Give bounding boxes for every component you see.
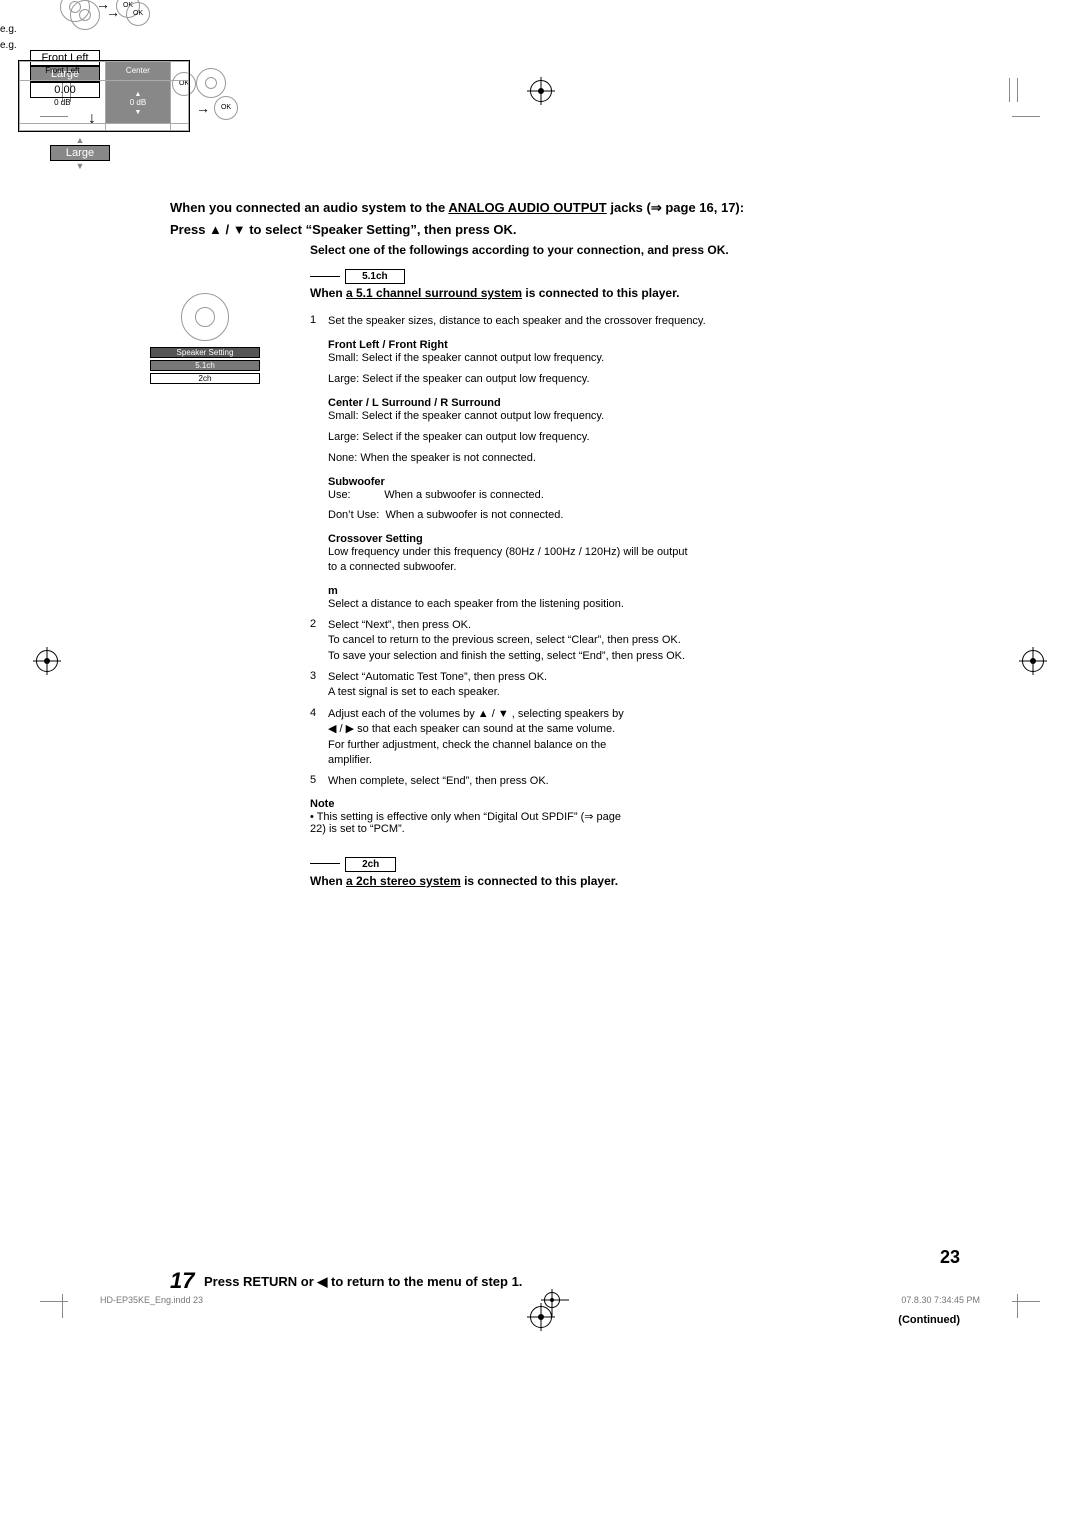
- step-4-number: 4: [310, 707, 328, 769]
- registration-mark-icon: [1022, 650, 1044, 672]
- step-17-number: 17: [170, 1268, 204, 1294]
- speaker-setting-menu-diagram: Speaker Setting 5.1ch 2ch: [150, 293, 260, 384]
- selector-box: ▲ Large ▼: [50, 135, 110, 171]
- vol-center-value: 0: [130, 98, 134, 107]
- step-3-line2: A test signal is set to each speaker.: [328, 685, 960, 700]
- subwoofer-title: Subwoofer: [328, 476, 758, 488]
- registration-mark-icon: [544, 1292, 560, 1308]
- dpad-icon: [181, 293, 229, 341]
- registration-mark-icon: [530, 80, 552, 102]
- step-2-number: 2: [310, 618, 328, 664]
- vol-fl-value: 0: [54, 98, 58, 107]
- vol-col-front-left: Front Left: [20, 62, 106, 81]
- option-2ch-tag: 2ch: [345, 857, 396, 872]
- crop-mark: [1009, 78, 1010, 102]
- option-2ch-title-underline: a 2ch stereo system: [346, 874, 461, 888]
- crop-mark: [62, 1294, 63, 1318]
- note-body: • This setting is effective only when “D…: [310, 810, 630, 835]
- center-surround-line2: Large: Select if the speaker can output …: [328, 430, 758, 445]
- vol-fl-unit: dB: [61, 98, 71, 107]
- step-5-line1: When complete, select “End”, then press …: [328, 774, 960, 789]
- header-line-1: When you connected an audio system to th…: [170, 200, 960, 216]
- menu-option-2ch: 2ch: [150, 373, 260, 384]
- step-3-number: 3: [310, 670, 328, 701]
- step-17-text: Press RETURN or ◀ to return to the menu …: [204, 1268, 522, 1290]
- step-1-intro: Set the speaker sizes, distance to each …: [328, 314, 960, 329]
- center-surround-line1: Small: Select if the speaker cannot outp…: [328, 409, 758, 424]
- note-title: Note: [310, 798, 960, 810]
- option-2ch-title: When a 2ch stereo system is connected to…: [310, 874, 960, 888]
- eg-label: e.g.: [0, 24, 17, 35]
- crop-mark: [1012, 1301, 1040, 1302]
- connector-line: [310, 276, 340, 277]
- header-line-1-underline: ANALOG AUDIO OUTPUT: [448, 200, 606, 215]
- step-3-line1: Select “Automatic Test Tone”, then press…: [328, 670, 960, 685]
- selector-up-icon: ▲: [50, 135, 110, 145]
- header-line-1-pre: When you connected an audio system to th…: [170, 200, 448, 215]
- option-51ch-title-underline: a 5.1 channel surround system: [346, 286, 522, 300]
- vol-empty: [171, 80, 189, 123]
- footer-right: 07.8.30 7:34:45 PM: [901, 1295, 980, 1305]
- vol-col-center: Center: [105, 62, 170, 81]
- crop-mark: [1017, 1294, 1018, 1318]
- footer-left: HD-EP35KE_Eng.indd 23: [100, 1295, 203, 1305]
- dpad-icon: [70, 0, 100, 30]
- option-51ch-title-pre: When: [310, 286, 346, 300]
- connector-line: [310, 863, 340, 864]
- registration-mark-icon: [530, 1306, 552, 1328]
- continued-label: (Continued): [170, 1314, 960, 1326]
- selector-down-icon: ▼: [50, 161, 110, 171]
- center-surround-line3: None: When the speaker is not connected.: [328, 451, 758, 466]
- step-2-line3: To save your selection and finish the se…: [328, 649, 960, 664]
- front-lr-line1: Small: Select if the speaker cannot outp…: [328, 351, 758, 366]
- ok-button-icon: OK: [126, 2, 150, 26]
- crop-mark: [1012, 116, 1040, 117]
- vol-center-unit: dB: [136, 98, 146, 107]
- subwoofer-line2: Don’t Use: When a subwoofer is not conne…: [328, 508, 758, 523]
- registration-mark-icon: [36, 650, 58, 672]
- step-4-line2: For further adjustment, check the channe…: [328, 738, 628, 769]
- option-51ch-title: When a 5.1 channel surround system is co…: [310, 286, 960, 300]
- menu-title: Speaker Setting: [150, 347, 260, 358]
- front-lr-line2: Large: Select if the speaker can output …: [328, 372, 758, 387]
- subwoofer-line1: Use: When a subwoofer is connected.: [328, 488, 758, 503]
- step-2-line1: Select “Next”, then press OK.: [328, 618, 960, 633]
- example-diagram-2: → OK e.g. Front Left Center 0 dB ▲0 dB▼ …: [170, 1078, 410, 1248]
- header-line-2: Press ▲ / ▼ to select “Speaker Setting”,…: [170, 222, 960, 237]
- m-title: m: [328, 585, 758, 597]
- arrow-right-icon: →: [196, 100, 210, 116]
- step-2-line2: To cancel to return to the previous scre…: [328, 633, 960, 648]
- example-diagram-1: → OK e.g. Front Left Large 0.00 → OK ↓ ▲…: [170, 888, 370, 1078]
- header-line-3: Select one of the followings according t…: [310, 243, 960, 257]
- option-2ch-title-pre: When: [310, 874, 346, 888]
- step-1-number: 1: [310, 314, 328, 329]
- crossover-title: Crossover Setting: [328, 533, 758, 545]
- eg-label: e.g.: [0, 40, 17, 51]
- crop-mark: [40, 1301, 68, 1302]
- ok-button-icon: OK: [214, 96, 238, 120]
- step-4-line1: Adjust each of the volumes by ▲ / ▼ , se…: [328, 707, 628, 738]
- front-lr-title: Front Left / Front Right: [328, 339, 758, 351]
- menu-option-51ch: 5.1ch: [150, 360, 260, 371]
- crossover-line1: Low frequency under this frequency (80Hz…: [328, 545, 698, 575]
- dpad-icon: [196, 68, 226, 98]
- option-51ch-row: 5.1ch: [310, 269, 960, 284]
- center-surround-title: Center / L Surround / R Surround: [328, 397, 758, 409]
- option-51ch-tag: 5.1ch: [345, 269, 405, 284]
- step-5-number: 5: [310, 774, 328, 789]
- m-line1: Select a distance to each speaker from t…: [328, 597, 758, 612]
- selector-value: Large: [50, 145, 110, 161]
- arrow-right-icon: →: [106, 4, 120, 20]
- option-2ch-row: 2ch: [310, 857, 960, 872]
- option-2ch-title-post: is connected to this player.: [461, 874, 618, 888]
- volume-table: Front Left Center 0 dB ▲0 dB▼: [18, 60, 190, 132]
- header-line-1-post: jacks (⇒ page 16, 17):: [607, 200, 744, 215]
- vol-col-empty: [171, 62, 189, 81]
- page-number: 23: [940, 1247, 960, 1268]
- crop-mark: [1017, 78, 1018, 102]
- option-51ch-title-post: is connected to this player.: [522, 286, 679, 300]
